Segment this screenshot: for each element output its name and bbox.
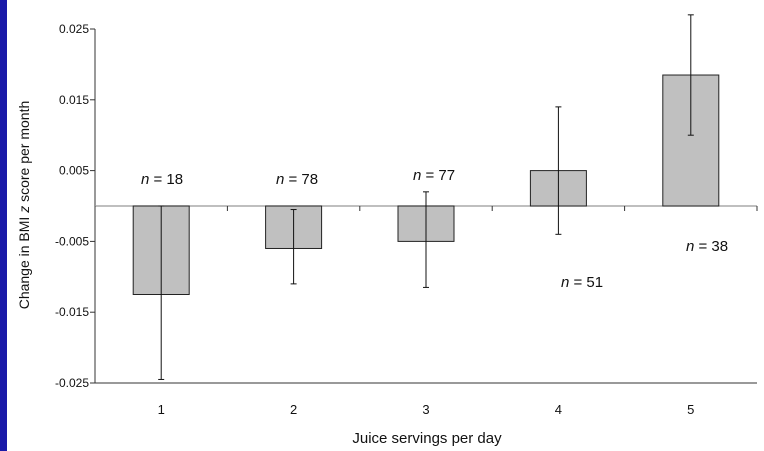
- y-tick-label: 0.025: [59, 22, 89, 36]
- x-tick-label: 3: [422, 402, 429, 417]
- n-label-2: n = 78: [276, 171, 318, 188]
- y-tick-label: 0.015: [59, 93, 89, 107]
- n-label-4: n = 51: [561, 274, 603, 291]
- x-tick-label: 5: [687, 402, 694, 417]
- x-tick-label: 1: [158, 402, 165, 417]
- y-tick-label: 0.005: [59, 164, 89, 178]
- x-tick-label: 2: [290, 402, 297, 417]
- labels: 1 2 3 4 5 n = 18 n = 78 n = 77 n = 51 n = 38 Juice…: [16, 101, 728, 447]
- chart-figure: 0.025 0.015 0.005 -0.005 -0.015 -0.025 1 2 3 4 5 n…: [7, 0, 764, 451]
- x-tick-label: 4: [555, 402, 562, 417]
- x-axis-title: Juice servings per day: [352, 430, 502, 447]
- n-label-3: n = 77: [413, 167, 455, 184]
- bar-chart: 0.025 0.015 0.005 -0.005 -0.015 -0.025 1 2 3 4 5 n…: [16, 14, 758, 447]
- bars: [132, 14, 720, 380]
- axes: 0.025 0.015 0.005 -0.005 -0.015 -0.025: [55, 22, 758, 390]
- n-label-5: n = 38: [686, 238, 728, 255]
- y-tick-label: -0.015: [55, 305, 89, 319]
- y-tick-label: -0.005: [55, 234, 89, 248]
- y-tick-label: -0.025: [55, 376, 89, 390]
- y-axis-title: Change in BMI z score per month: [16, 101, 32, 310]
- n-label-1: n = 18: [141, 171, 183, 188]
